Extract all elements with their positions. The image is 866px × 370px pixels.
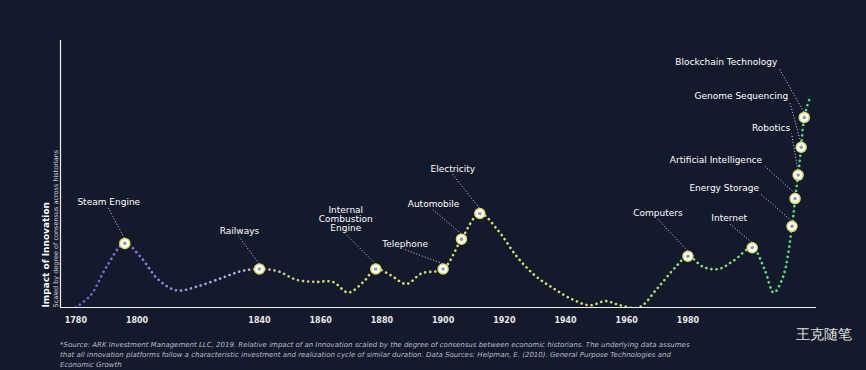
- svg-text:Electricity: Electricity: [430, 164, 475, 174]
- svg-text:1900: 1900: [432, 316, 455, 325]
- svg-text:1920: 1920: [493, 316, 516, 325]
- svg-text:1860: 1860: [310, 316, 333, 325]
- svg-text:Scaled by degree of consensus: Scaled by degree of consensus across his…: [52, 149, 60, 307]
- svg-text:Artificial Intelligence: Artificial Intelligence: [670, 155, 763, 165]
- svg-text:Impact of Innovation: Impact of Innovation: [41, 202, 51, 308]
- svg-text:1880: 1880: [371, 316, 394, 325]
- svg-text:1780: 1780: [65, 316, 88, 325]
- svg-text:Computers: Computers: [633, 208, 683, 218]
- svg-text:Blockchain Technology: Blockchain Technology: [675, 57, 778, 67]
- html-text:王克随笔: 王克随笔: [796, 326, 852, 342]
- svg-text:1980: 1980: [677, 316, 700, 325]
- svg-text:Automobile: Automobile: [408, 199, 460, 209]
- svg-text:1840: 1840: [248, 316, 271, 325]
- svg-text:Genome Sequencing: Genome Sequencing: [695, 91, 789, 101]
- svg-text:1960: 1960: [616, 316, 639, 325]
- html-text:*Source: ARK Investment Manage: *Source: ARK Investment Management LLC, …: [60, 341, 690, 369]
- svg-text:1940: 1940: [554, 316, 577, 325]
- svg-text:1800: 1800: [126, 316, 149, 325]
- svg-text:Robotics: Robotics: [752, 123, 791, 133]
- svg-text:Energy Storage: Energy Storage: [689, 183, 759, 193]
- svg-text:Railways: Railways: [220, 226, 260, 236]
- svg-text:Telephone: Telephone: [381, 239, 428, 249]
- svg-text:Internet: Internet: [711, 213, 747, 223]
- svg-text:InternalCombustionEngine: InternalCombustionEngine: [319, 205, 373, 233]
- svg-text:Steam Engine: Steam Engine: [77, 197, 140, 207]
